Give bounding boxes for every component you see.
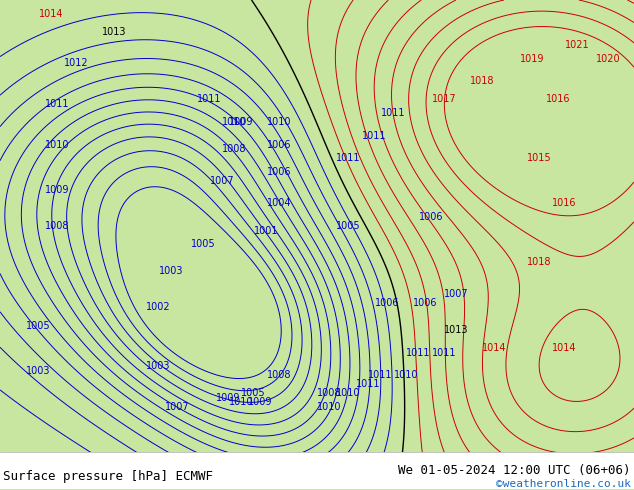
Text: 1011: 1011 bbox=[381, 108, 405, 118]
Text: 1017: 1017 bbox=[432, 95, 456, 104]
Text: 1006: 1006 bbox=[419, 212, 443, 222]
Text: 1020: 1020 bbox=[597, 54, 621, 64]
Text: 1006: 1006 bbox=[413, 298, 437, 308]
Text: 1010: 1010 bbox=[267, 117, 291, 127]
Text: 1007: 1007 bbox=[165, 402, 190, 412]
Text: 1010: 1010 bbox=[45, 140, 69, 149]
Text: 1008: 1008 bbox=[223, 144, 247, 154]
Text: 1010: 1010 bbox=[318, 402, 342, 412]
Text: 1010: 1010 bbox=[229, 397, 253, 407]
Text: 1003: 1003 bbox=[26, 366, 50, 376]
Text: 1004: 1004 bbox=[267, 198, 291, 208]
Text: 1011: 1011 bbox=[432, 347, 456, 358]
Text: 1009: 1009 bbox=[248, 397, 272, 407]
Text: Surface pressure [hPa] ECMWF: Surface pressure [hPa] ECMWF bbox=[3, 470, 213, 483]
Text: 1002: 1002 bbox=[146, 302, 171, 313]
Text: 1021: 1021 bbox=[565, 40, 589, 50]
Text: 1007: 1007 bbox=[210, 176, 234, 186]
Text: 1014: 1014 bbox=[39, 8, 63, 19]
Text: 1009: 1009 bbox=[216, 393, 240, 403]
Text: 1005: 1005 bbox=[337, 221, 361, 231]
Text: 1011: 1011 bbox=[197, 95, 221, 104]
Text: 1011: 1011 bbox=[368, 370, 392, 380]
Text: 1014: 1014 bbox=[552, 343, 576, 353]
Text: 1018: 1018 bbox=[470, 76, 494, 86]
Text: 1006: 1006 bbox=[267, 140, 291, 149]
Text: 1001: 1001 bbox=[254, 225, 278, 236]
Text: ©weatheronline.co.uk: ©weatheronline.co.uk bbox=[496, 479, 631, 489]
Text: 1010: 1010 bbox=[223, 117, 247, 127]
Text: 1007: 1007 bbox=[444, 289, 469, 299]
Text: 1011: 1011 bbox=[337, 153, 361, 163]
Text: 1006: 1006 bbox=[267, 167, 291, 177]
Text: 1014: 1014 bbox=[482, 343, 507, 353]
Text: 1008: 1008 bbox=[318, 389, 342, 398]
Text: 1012: 1012 bbox=[64, 58, 88, 68]
Text: 1013: 1013 bbox=[444, 325, 469, 335]
Text: 1008: 1008 bbox=[45, 221, 69, 231]
Text: 1019: 1019 bbox=[521, 54, 545, 64]
Text: 1011: 1011 bbox=[45, 99, 69, 109]
Text: 1008: 1008 bbox=[267, 370, 291, 380]
Text: 1006: 1006 bbox=[375, 298, 399, 308]
Text: 1010: 1010 bbox=[337, 389, 361, 398]
Text: 1013: 1013 bbox=[102, 26, 126, 37]
Text: 1018: 1018 bbox=[527, 257, 551, 267]
Text: 1011: 1011 bbox=[362, 131, 386, 141]
Text: We 01-05-2024 12:00 UTC (06+06): We 01-05-2024 12:00 UTC (06+06) bbox=[398, 464, 631, 477]
Text: 1003: 1003 bbox=[146, 361, 171, 371]
Text: 1011: 1011 bbox=[356, 379, 380, 389]
Text: 1016: 1016 bbox=[552, 198, 576, 208]
Text: 1016: 1016 bbox=[546, 95, 570, 104]
Text: 1003: 1003 bbox=[159, 266, 183, 276]
Text: 1011: 1011 bbox=[406, 347, 430, 358]
Text: 1005: 1005 bbox=[26, 320, 50, 331]
Text: 1015: 1015 bbox=[527, 153, 551, 163]
Text: 1009: 1009 bbox=[229, 117, 253, 127]
Text: 1005: 1005 bbox=[242, 389, 266, 398]
Text: 1009: 1009 bbox=[45, 185, 69, 195]
Bar bbox=[0, 452, 634, 489]
Text: 1010: 1010 bbox=[394, 370, 418, 380]
Text: 1005: 1005 bbox=[191, 239, 215, 249]
